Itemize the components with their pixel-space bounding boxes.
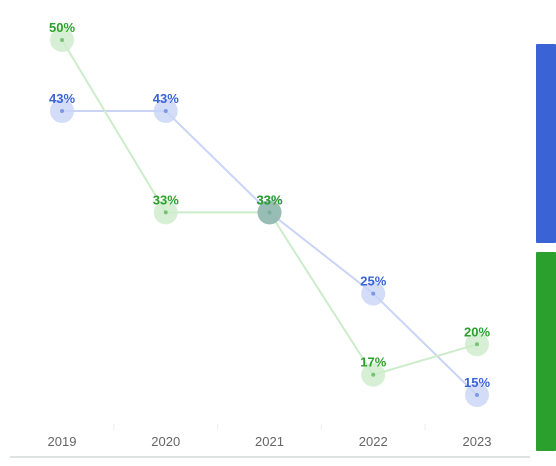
data-label: 15% bbox=[464, 375, 490, 390]
legend-swatch-series-1 bbox=[536, 44, 556, 243]
data-label: 25% bbox=[360, 274, 386, 289]
data-point bbox=[60, 38, 64, 42]
data-point bbox=[371, 372, 376, 377]
x-tick-label: 2019 bbox=[48, 434, 77, 449]
data-point bbox=[163, 210, 168, 215]
legend-swatch-series-2 bbox=[536, 252, 556, 451]
data-label: 17% bbox=[360, 355, 386, 370]
x-tick-label: 2023 bbox=[463, 434, 492, 449]
data-label: 33% bbox=[256, 192, 282, 207]
series-line-1 bbox=[62, 110, 478, 396]
x-tick-label: 2020 bbox=[151, 434, 180, 449]
data-label: 43% bbox=[49, 91, 75, 106]
data-point-overlap bbox=[257, 200, 282, 225]
data-label: 33% bbox=[153, 192, 179, 207]
data-label: 33% bbox=[256, 192, 282, 207]
data-point bbox=[371, 291, 376, 296]
x-tick-label: 2021 bbox=[255, 434, 284, 449]
data-point bbox=[475, 393, 479, 397]
x-tick-label: 2022 bbox=[359, 434, 388, 449]
data-label: 43% bbox=[153, 91, 179, 106]
data-label: 50% bbox=[49, 20, 75, 35]
data-label: 20% bbox=[464, 324, 490, 339]
data-point bbox=[163, 109, 168, 113]
data-point bbox=[475, 342, 479, 347]
data-point bbox=[60, 109, 64, 113]
